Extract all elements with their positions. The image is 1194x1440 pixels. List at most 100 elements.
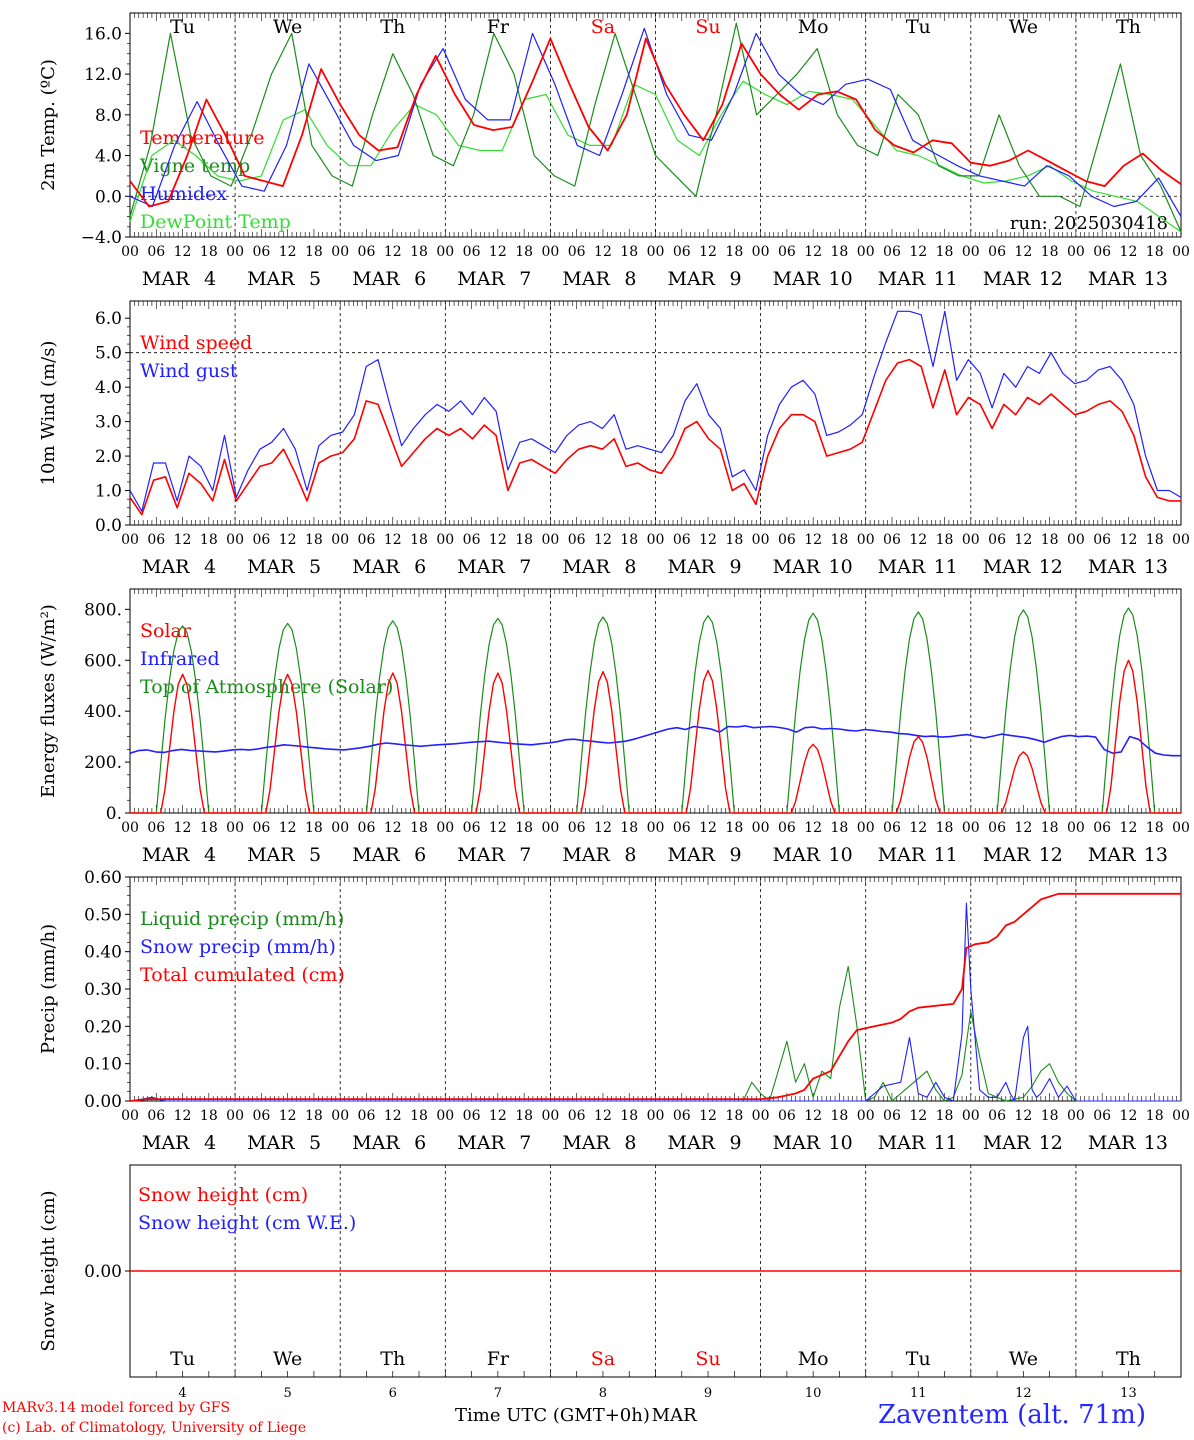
legend-entry: Humidex [140,183,227,205]
hour-label: 18 [410,820,428,836]
hour-label: 18 [620,532,638,548]
date-label: 10 [829,556,853,578]
panel-frame [129,12,1182,238]
date-label: 11 [934,844,958,866]
hour-label: 18 [725,1108,743,1124]
month-label: MAR [352,556,400,578]
weekday-label: Th [1116,1348,1141,1370]
hour-label: 18 [515,244,533,260]
weekday-label: Su [695,1348,720,1370]
hour-label: 06 [1093,1108,1111,1124]
panel-frame [129,588,1182,814]
x-axis-month: MAR [651,1405,697,1426]
hour-label: 00 [752,820,770,836]
y-tick-label: 4.0 [95,378,122,398]
date-label: 9 [729,844,741,866]
hour-label: 12 [1120,244,1138,260]
hour-label: 12 [594,1108,612,1124]
hour-label: 00 [752,1108,770,1124]
weekday-label: Th [380,1348,405,1370]
date-label: 10 [805,1386,822,1401]
date-label: 13 [1144,268,1168,290]
hour-label: 00 [647,820,665,836]
hour-label: 06 [147,532,165,548]
weekday-label: We [1009,16,1038,38]
hour-label: 12 [384,1108,402,1124]
hour-label: 00 [1067,532,1085,548]
hour-label: 18 [200,244,218,260]
hour-label: 06 [358,1108,376,1124]
hour-label: 18 [936,244,954,260]
weekday-label: Tu [906,16,931,38]
hour-label: 00 [962,820,980,836]
hour-label: 06 [673,1108,691,1124]
y-axis-label: Snow height (cm) [38,1190,59,1351]
hour-label: 06 [883,1108,901,1124]
hour-label: 12 [909,244,927,260]
hour-label: 12 [384,244,402,260]
hour-label: 12 [279,1108,297,1124]
hour-label: 00 [962,532,980,548]
date-label: 12 [1015,1386,1032,1401]
hour-label: 00 [331,532,349,548]
y-axis-label: Precip (mm/h) [38,924,59,1054]
date-label: 7 [494,1386,502,1401]
y-tick-label: 2.0 [95,447,122,467]
y-tick-label: 0.20 [84,1017,122,1037]
legend-entry: Snow height (cm W.E.) [138,1212,356,1234]
hour-label: 06 [883,820,901,836]
y-tick-label: 12.0 [84,65,122,85]
hour-label: 18 [1146,244,1164,260]
temperature-line [129,37,1182,208]
legend-entry: Infrared [140,648,220,670]
hour-label: 00 [226,244,244,260]
hour-label: 12 [594,532,612,548]
y-tick-label: 0.60 [84,868,122,888]
month-label: MAR [247,1132,295,1154]
month-label: MAR [773,1132,821,1154]
vigne-temp-line [129,22,1182,233]
hour-label: 18 [831,532,849,548]
hour-label: 18 [725,532,743,548]
y-axis-label: Energy fluxes (W/m²) [38,604,59,798]
hour-label: 06 [988,820,1006,836]
date-label: 7 [519,268,531,290]
date-label: 4 [204,844,216,866]
hour-label: 06 [568,1108,586,1124]
month-label: MAR [142,1132,190,1154]
y-axis-label: 2m Temp. (ºC) [38,59,59,191]
y-tick-label: 0.30 [84,980,122,1000]
weekday-label: Mo [798,16,829,38]
hour-label: 06 [147,244,165,260]
month-label: MAR [142,556,190,578]
hour-label: 06 [568,820,586,836]
month-label: MAR [773,268,821,290]
hour-label: 00 [226,532,244,548]
month-label: MAR [878,844,926,866]
hour-label: 06 [568,244,586,260]
hour-label: 00 [436,820,454,836]
date-label: 6 [414,556,426,578]
y-tick-label: 800. [84,600,122,620]
hour-label: 00 [121,1108,139,1124]
month-label: MAR [1088,268,1136,290]
month-label: MAR [668,844,716,866]
month-label: MAR [668,556,716,578]
date-label: 10 [829,268,853,290]
hour-label: 18 [936,820,954,836]
month-label: MAR [142,268,190,290]
weekday-label: Th [380,16,405,38]
hour-label: 00 [121,532,139,548]
date-label: 4 [204,1132,216,1154]
date-label: 5 [309,1132,321,1154]
hour-label: 18 [936,1108,954,1124]
date-label: 4 [204,268,216,290]
panel-frame [129,300,1182,526]
hour-label: 12 [594,820,612,836]
liquid-precip-line [129,966,1181,1102]
hour-label: 00 [541,1108,559,1124]
hour-label: 12 [699,244,717,260]
hour-label: 12 [489,1108,507,1124]
date-label: 9 [729,1132,741,1154]
